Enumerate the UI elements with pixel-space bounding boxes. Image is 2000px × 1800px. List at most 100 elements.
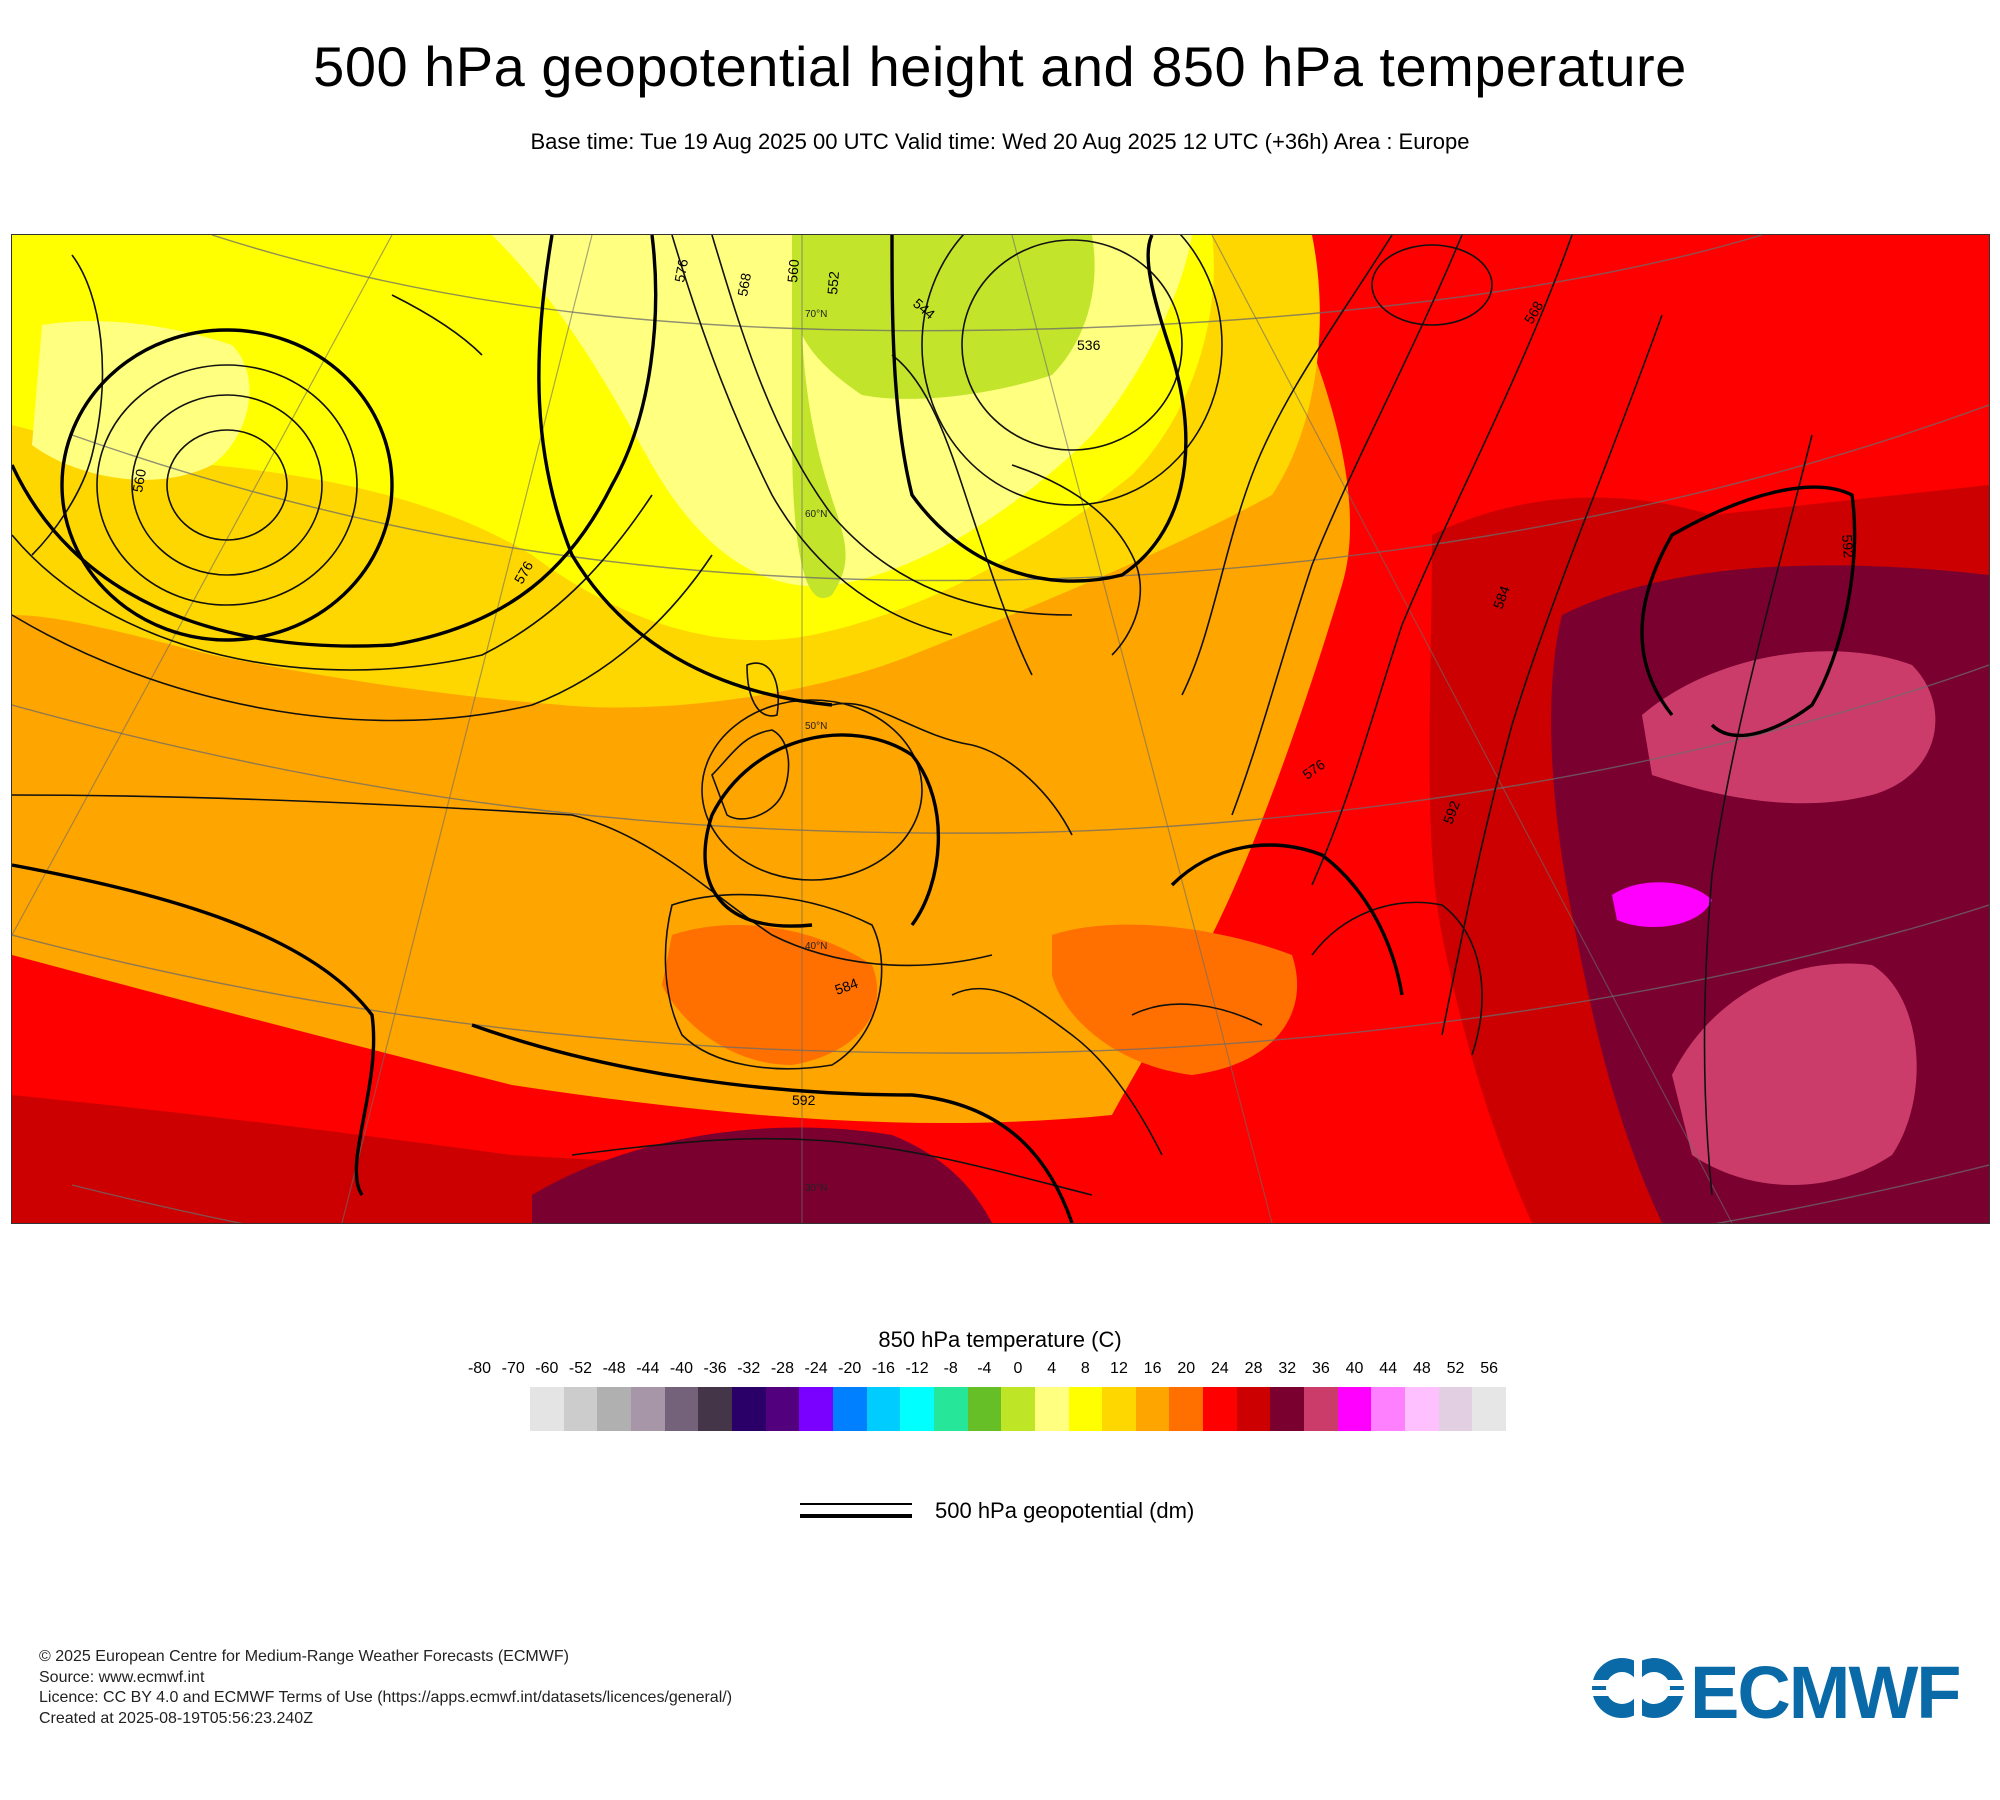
- contour-label: 576: [671, 258, 691, 284]
- legend-color-swatch: [1203, 1387, 1237, 1431]
- legend-tick-label: 48: [1412, 1360, 1431, 1377]
- legend-tick-label: -24: [804, 1360, 828, 1377]
- legend-color-swatch: [866, 1387, 901, 1431]
- latitude-circles: [12, 235, 1989, 1223]
- legend-color-swatch: [1371, 1387, 1406, 1431]
- legend-color-swatch: [1102, 1387, 1136, 1431]
- legend-color-swatch: [799, 1387, 833, 1431]
- temp-zone-28-africa: [532, 1127, 992, 1223]
- legend-color-swatch: [698, 1387, 732, 1431]
- legend-tick-label: -48: [602, 1360, 626, 1377]
- contour-label: 592: [1440, 798, 1463, 826]
- legend-tick-label: -12: [905, 1360, 929, 1377]
- latitude-label-group: 70°N 60°N 50°N 40°N 30°N: [805, 309, 827, 1194]
- created-timestamp: Created at 2025-08-19T05:56:23.240Z: [39, 1709, 313, 1727]
- geopotential-line-sample: [800, 1497, 912, 1523]
- weather-map[interactable]: 560 568 576 576 560 552 544 536 568 584 …: [11, 234, 1990, 1224]
- page-title: 500 hPa geopotential height and 850 hPa …: [313, 35, 1687, 98]
- contour-label: 584: [833, 975, 861, 998]
- legend-tick-label: 24: [1211, 1360, 1229, 1377]
- legend-tick-label: 52: [1446, 1360, 1465, 1377]
- legend-tick-label: 32: [1278, 1360, 1297, 1377]
- legend-tick-label: 0: [1013, 1360, 1023, 1377]
- thin-contour-sample: [800, 1503, 912, 1505]
- source-link[interactable]: Source: www.ecmwf.int: [39, 1668, 205, 1686]
- contour-label: 552: [824, 270, 842, 295]
- legend-color-swatch: [1472, 1387, 1507, 1431]
- legend-color-swatch: [563, 1387, 598, 1431]
- legend-tick-label: -20: [838, 1360, 862, 1377]
- legend-tick-label: -40: [669, 1360, 693, 1377]
- contour-label: 560: [784, 258, 802, 283]
- legend-tick-label: 28: [1244, 1360, 1263, 1377]
- legend-tick-labels: -80 -70 -60 -52 -48 -44 -40 -36 -32 -28 -24 -20 -16-…: [0, 1360, 2000, 1382]
- footer-credits: © 2025 European Centre for Medium-Range …: [39, 1647, 732, 1729]
- licence-text[interactable]: Licence: CC BY 4.0 and ECMWF Terms of Us…: [39, 1689, 733, 1706]
- legend-tick-label: 44: [1379, 1360, 1398, 1377]
- temp-zone-36: [1612, 882, 1712, 928]
- contour-label: 592: [792, 1092, 816, 1108]
- ecmwf-logo[interactable]: ECMWF: [1590, 1651, 1961, 1734]
- legend-tick-label: -36: [703, 1360, 727, 1377]
- legend-color-swatch: [1135, 1387, 1170, 1431]
- legend-tick-label: -44: [636, 1360, 660, 1377]
- legend-tick-label: -60: [535, 1360, 559, 1377]
- copyright-text: © 2025 European Centre for Medium-Range …: [39, 1648, 569, 1665]
- legend-color-swatch: [1438, 1387, 1473, 1431]
- legend-color-swatch: [933, 1387, 968, 1431]
- legend-tick-label: -8: [943, 1360, 958, 1377]
- temp-zone-16-iberia: [662, 925, 878, 1065]
- legend-tick-label: 20: [1177, 1360, 1196, 1377]
- legend-color-swatch: [832, 1387, 867, 1431]
- legend-color-swatch: [1304, 1387, 1338, 1431]
- legend-color-swatch: [1270, 1387, 1305, 1431]
- legend-color-swatch: [530, 1387, 564, 1431]
- legend-tick-label: 40: [1345, 1360, 1364, 1377]
- legend-color-swatch: [664, 1387, 699, 1431]
- contour-label: 584: [1490, 583, 1513, 611]
- forecast-time-subtitle: Base time: Tue 19 Aug 2025 00 UTC Valid …: [530, 129, 1470, 154]
- legend-tick-label: -28: [770, 1360, 794, 1377]
- legend-tick-label: 12: [1110, 1360, 1128, 1377]
- legend-tick-label: 36: [1311, 1360, 1330, 1377]
- geopotential-contours: [12, 235, 1813, 1196]
- legend-color-swatch: [1068, 1387, 1103, 1431]
- legend-tick-label: -16: [871, 1360, 895, 1377]
- coastlines: [31, 254, 1483, 1196]
- legend-color-swatch: [1405, 1387, 1439, 1431]
- temp-zone-32-south: [1672, 963, 1917, 1185]
- legend-color-swatch: [900, 1387, 934, 1431]
- contour-label: 592: [1839, 534, 1857, 559]
- legend-color-swatch: [1034, 1387, 1069, 1431]
- legend-tick-label: -52: [568, 1360, 593, 1377]
- contour-label: 560: [129, 468, 149, 494]
- geopotential-contours-bold: [12, 235, 1857, 1223]
- map-canvas[interactable]: 560 568 576 576 560 552 544 536 568 584 …: [12, 235, 1989, 1223]
- legend-color-swatch: [1337, 1387, 1372, 1431]
- legend-color-swatch: [765, 1387, 800, 1431]
- legend-color-swatch: [1169, 1387, 1204, 1431]
- latitude-label: 40°N: [805, 941, 827, 952]
- legend-color-swatch: [1236, 1387, 1271, 1431]
- contour-label: 536: [1077, 337, 1101, 353]
- legend-tick-label: -32: [737, 1360, 761, 1377]
- latitude-label: 70°N: [805, 309, 827, 320]
- legend-color-swatch: [630, 1387, 665, 1431]
- legend-color-swatch: [1001, 1387, 1035, 1431]
- legend-tick-label: -70: [501, 1360, 525, 1377]
- ecmwf-logo-mark-icon: [1590, 1656, 1686, 1720]
- geopotential-legend-label: 500 hPa geopotential (dm): [935, 1498, 1195, 1523]
- latitude-label: 30°N: [805, 1183, 827, 1194]
- legend-tick-label: 4: [1047, 1360, 1057, 1377]
- latitude-label: 60°N: [805, 509, 827, 520]
- contour-label: 568: [734, 272, 754, 298]
- legend-tick-label: 8: [1080, 1360, 1090, 1377]
- legend-color-swatch: [597, 1387, 631, 1431]
- temperature-color-scale: [530, 1387, 1507, 1431]
- legend-tick-label: -80: [467, 1360, 492, 1377]
- longitude-lines: [12, 235, 1733, 1223]
- legend-color-swatch: [967, 1387, 1002, 1431]
- legend-title: 850 hPa temperature (C): [878, 1327, 1122, 1352]
- latitude-label: 50°N: [805, 721, 827, 732]
- legend-color-swatch: [731, 1387, 766, 1431]
